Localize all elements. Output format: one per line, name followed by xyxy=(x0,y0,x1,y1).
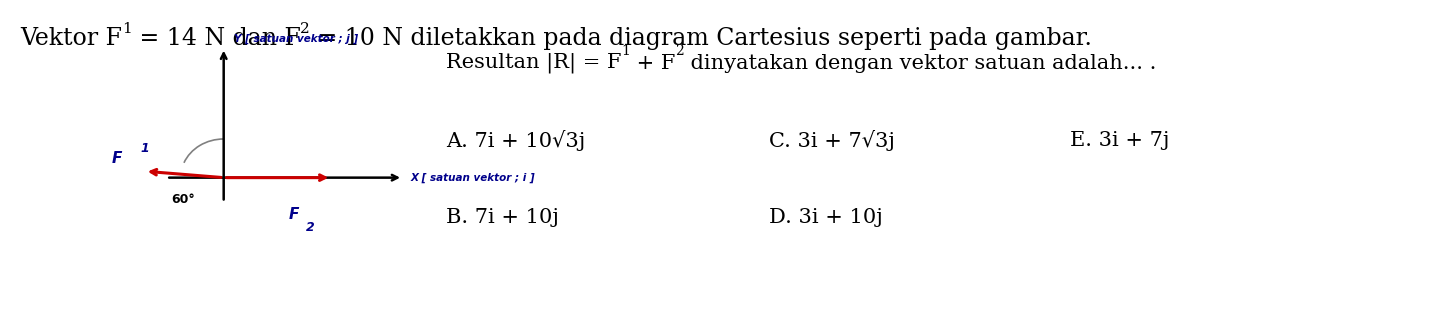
Text: dinyatakan dengan vektor satuan adalah... .: dinyatakan dengan vektor satuan adalah..… xyxy=(684,54,1157,73)
Text: 1: 1 xyxy=(122,22,132,36)
Text: = 10 N diletakkan pada diagram Cartesius seperti pada gambar.: = 10 N diletakkan pada diagram Cartesius… xyxy=(310,27,1092,50)
Text: D. 3i + 10j: D. 3i + 10j xyxy=(769,208,882,227)
Text: F: F xyxy=(112,151,122,166)
Text: 1: 1 xyxy=(141,142,149,154)
Text: X [ satuan vektor ; i ]: X [ satuan vektor ; i ] xyxy=(410,173,535,183)
Text: 2: 2 xyxy=(300,22,310,36)
Text: = 14 N dan F: = 14 N dan F xyxy=(132,27,300,50)
Text: B. 7i + 10j: B. 7i + 10j xyxy=(445,208,559,227)
Text: 60°: 60° xyxy=(171,193,195,206)
Text: 1: 1 xyxy=(621,44,629,58)
Text: Y [ satuan vektor ; j ]: Y [ satuan vektor ; j ] xyxy=(234,33,358,44)
Text: 2: 2 xyxy=(675,44,684,58)
Text: F: F xyxy=(289,207,299,222)
Text: Vektor F: Vektor F xyxy=(20,27,122,50)
Text: + F: + F xyxy=(629,54,675,73)
Text: 2: 2 xyxy=(306,221,315,234)
Text: E. 3i + 7j: E. 3i + 7j xyxy=(1071,131,1170,150)
Text: C. 3i + 7√3j: C. 3i + 7√3j xyxy=(769,130,895,151)
Text: Resultan |R| = F: Resultan |R| = F xyxy=(445,53,621,74)
Text: A. 7i + 10√3j: A. 7i + 10√3j xyxy=(445,130,585,151)
